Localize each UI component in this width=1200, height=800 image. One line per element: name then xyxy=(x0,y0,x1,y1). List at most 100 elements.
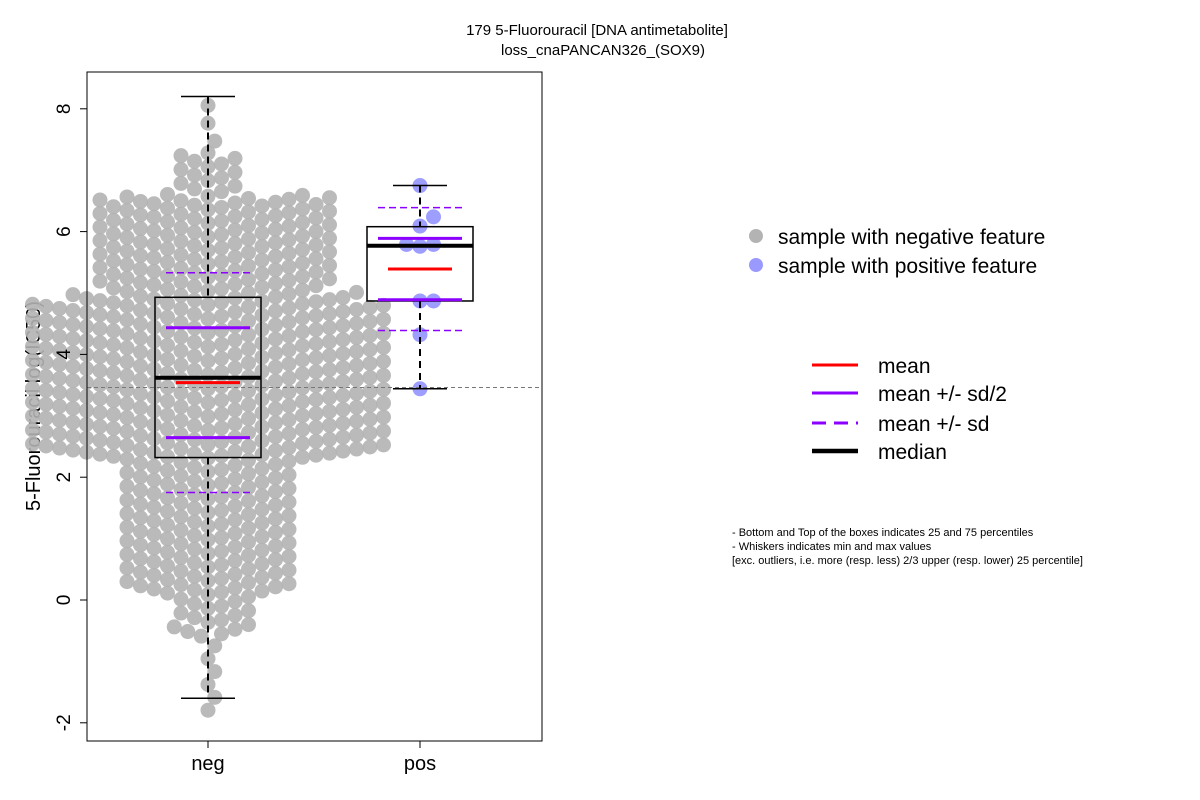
legend-point-label: sample with negative feature xyxy=(778,226,1045,249)
neg-point xyxy=(214,516,229,532)
neg-point xyxy=(160,435,175,451)
neg-point xyxy=(322,417,337,433)
neg-point xyxy=(200,367,216,383)
neg-point xyxy=(146,209,162,225)
neg-point xyxy=(308,308,324,324)
neg-point xyxy=(173,385,189,401)
neg-point xyxy=(281,218,297,234)
neg-point xyxy=(92,233,108,249)
neg-point xyxy=(187,528,202,544)
chart-title: 179 5-Fluorouracil [DNA antimetabolite] xyxy=(466,22,728,39)
neg-point xyxy=(322,390,337,406)
neg-point xyxy=(214,584,229,600)
neg-point xyxy=(308,336,324,352)
neg-point xyxy=(322,362,337,378)
neg-point xyxy=(173,563,189,579)
neg-point xyxy=(65,400,81,416)
neg-point xyxy=(295,228,310,244)
neg-point xyxy=(38,396,54,412)
neg-point xyxy=(268,484,283,500)
neg-point xyxy=(308,196,324,212)
neg-point xyxy=(173,427,189,443)
neg-point xyxy=(227,346,243,362)
neg-point xyxy=(187,167,202,183)
neg-point xyxy=(268,345,283,361)
neg-point xyxy=(92,349,108,365)
neg-point xyxy=(281,508,297,524)
neg-point xyxy=(187,541,202,557)
neg-point xyxy=(241,327,256,343)
neg-point xyxy=(268,194,283,210)
neg-point xyxy=(25,380,40,396)
neg-point xyxy=(281,328,297,344)
neg-point xyxy=(133,330,148,346)
neg-point xyxy=(254,488,270,504)
neg-point xyxy=(38,368,54,384)
neg-point xyxy=(119,340,135,356)
neg-point xyxy=(207,638,223,654)
plot-area xyxy=(25,95,542,718)
neg-point xyxy=(146,263,162,279)
neg-point xyxy=(187,610,202,626)
neg-point xyxy=(173,454,189,470)
neg-point xyxy=(322,203,337,219)
neg-point xyxy=(187,362,202,378)
neg-point xyxy=(362,439,378,455)
legend: sample with negative feature sample with … xyxy=(749,226,1045,464)
neg-point xyxy=(160,421,175,437)
neg-point xyxy=(187,418,202,434)
neg-point xyxy=(119,519,135,535)
neg-point xyxy=(227,553,243,569)
neg-point xyxy=(308,433,324,449)
neg-point xyxy=(187,251,202,267)
neg-point xyxy=(241,411,256,427)
neg-point xyxy=(133,523,148,539)
neg-point xyxy=(308,364,324,380)
neg-point xyxy=(376,311,391,327)
neg-point xyxy=(187,555,202,571)
neg-point xyxy=(119,284,135,300)
neg-point xyxy=(160,476,175,492)
neg-point xyxy=(173,550,189,566)
neg-point xyxy=(241,547,256,563)
neg-point xyxy=(241,534,256,550)
note-text: - Whiskers indicates min and max values xyxy=(732,541,932,553)
neg-point xyxy=(173,522,189,538)
neg-point xyxy=(92,391,108,407)
neg-point xyxy=(281,576,297,592)
neg-point xyxy=(227,318,243,334)
neg-point xyxy=(106,253,121,269)
neg-point xyxy=(200,532,216,548)
neg-point xyxy=(133,248,148,264)
neg-point xyxy=(173,220,189,236)
neg-point xyxy=(173,301,189,317)
neg-point xyxy=(349,316,364,332)
neg-point xyxy=(254,266,270,282)
neg-point xyxy=(241,204,256,220)
neg-point xyxy=(180,624,196,640)
neg-point xyxy=(308,278,324,294)
neg-point xyxy=(200,395,216,411)
neg-point xyxy=(281,440,297,456)
neg-point xyxy=(133,288,148,304)
neg-point xyxy=(146,499,162,515)
neg-point xyxy=(362,327,378,343)
neg-point xyxy=(268,248,283,264)
neg-point xyxy=(38,326,54,342)
neg-point xyxy=(52,356,67,372)
neg-point xyxy=(241,355,256,371)
neg-point xyxy=(349,358,364,374)
neg-point xyxy=(160,268,175,284)
neg-point xyxy=(362,383,378,399)
neg-point xyxy=(146,196,162,212)
neg-point xyxy=(106,212,121,228)
neg-point xyxy=(322,190,337,206)
neg-point xyxy=(362,341,378,357)
note-text: [exc. outliers, i.e. more (resp. less) 2… xyxy=(732,555,1083,567)
neg-point xyxy=(335,429,351,445)
neg-point xyxy=(227,621,243,637)
neg-point xyxy=(295,449,310,465)
neg-point xyxy=(187,582,202,598)
neg-point xyxy=(160,558,175,574)
neg-point xyxy=(335,304,351,320)
